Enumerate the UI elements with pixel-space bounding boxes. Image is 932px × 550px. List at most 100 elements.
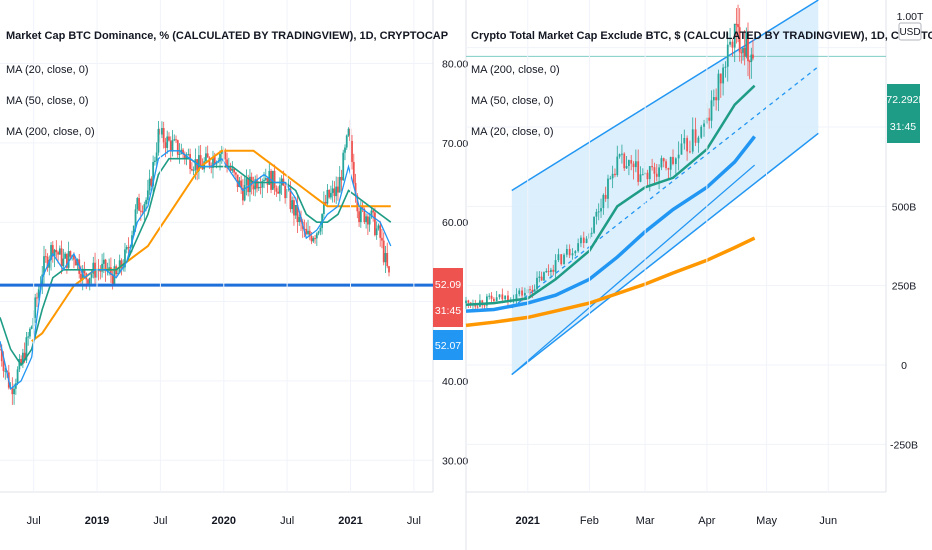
left-candle-body [108,267,111,270]
left-candle-body [243,184,246,201]
left-candle-body [233,168,236,173]
left-candle-body [197,155,200,171]
left-candle-body [245,178,248,185]
regression-channel-lower[interactable] [511,132,819,376]
left-candle-body [104,259,107,272]
left-y-tick-label: 30.00 [442,455,468,467]
left-candle-body [261,181,264,188]
left-candle-body [321,214,324,228]
left-candle-body [312,238,315,242]
left-time-axis[interactable]: Jul 2019 Jul 2020 Jul 2021 Jul [27,0,421,527]
left-candle-body [162,128,165,143]
right-candle-body [560,254,563,265]
right-candle-body [554,260,557,272]
left-candle-body [169,140,172,152]
left-candle-body [117,273,119,275]
right-candle-body [467,300,470,303]
left-candle-body [164,142,167,148]
right-candle-body [748,61,751,63]
currency-button[interactable]: USD [898,22,922,41]
currency-button-label[interactable]: USD [899,27,920,38]
right-x-tick-label: May [756,515,777,527]
right-candle-body [582,237,585,243]
right-x-tick-label: Jun [819,515,837,527]
left-candle-body [379,225,382,238]
right-y-tick-label: -250B [890,439,918,451]
left-candle-body [192,169,195,171]
left-candle-body [187,154,190,156]
left-candle-body [287,188,290,190]
left-candle-body [372,210,375,213]
right-candle-body [737,24,739,28]
left-candle-body [271,170,274,190]
right-candle-body [568,248,571,256]
right-candle-body [710,100,713,121]
left-candle-body [226,159,228,168]
right-candle-body [545,271,548,273]
left-candle-body [74,259,77,266]
left-candle-body [256,179,258,189]
right-candle-body [703,123,705,127]
left-candle-body [109,267,112,275]
left-candle-body [148,178,151,191]
right-candle-body [495,297,498,302]
left-study-label: MA (20, close, 0) [6,64,89,76]
left-chart-panel[interactable]: 80.00 70.00 60.00 40.00 30.00 Jul 2019 Jul 2020… [0,0,468,527]
left-ma200-line [31,149,391,342]
right-candle-body [634,161,637,168]
left-candle-body [11,387,14,395]
left-candle-body [257,186,260,189]
right-candle-body [504,295,507,300]
left-candle-body [317,231,320,234]
left-candle-body [136,198,139,210]
left-candle-body [113,266,116,285]
right-candle-body [630,160,633,164]
left-candle-body [145,199,147,205]
right-candle-body [574,251,577,254]
left-candle-body [34,297,37,318]
left-candle-body [298,216,301,223]
left-candle-body [178,153,181,155]
right-candle-body [515,294,518,300]
left-candle-body [266,178,269,185]
right-last-price-tag [887,84,920,143]
regression-channel-center[interactable] [511,66,819,309]
left-candle-body [171,140,174,152]
left-candle-body [227,167,230,169]
left-candle-body [307,230,309,235]
right-candle-body [498,294,501,298]
right-candle-body [653,167,656,174]
left-candle-body [284,185,287,199]
right-candle-body [641,174,644,176]
left-candle-body [381,237,383,241]
currency-button-box[interactable] [898,22,922,41]
left-candle-body [294,204,297,216]
left-candle-body [0,349,3,362]
left-price-axis[interactable]: 80.00 70.00 60.00 40.00 30.00 [442,58,468,467]
regression-channel-upper[interactable] [511,0,819,192]
left-candle-body [345,135,348,148]
left-candle-body [224,151,227,160]
right-candle-body [616,156,619,176]
left-candle-body [374,212,376,236]
left-hline-value: 52.07 [435,340,461,352]
left-candle-body [365,216,368,223]
right-candle-body [488,295,491,297]
left-candle-body [289,188,292,210]
left-price-tag: 52.09 31:45 52.07 [433,268,463,360]
right-price-axis[interactable]: 750B500B250B0-250B [890,122,918,451]
left-countdown: 31:45 [435,305,461,317]
left-candle-body [16,369,19,384]
left-candle-body [322,201,325,215]
right-candle-body [662,158,665,162]
right-candle-body [486,296,488,306]
left-candle-body [319,227,322,232]
right-candle-body [665,161,667,169]
left-candle-body [212,156,214,168]
right-candle-body [660,158,663,168]
left-x-tick-label: Jul [280,515,294,527]
right-time-axis[interactable]: 2021 Feb Mar Apr May Jun [515,0,837,527]
left-candle-body [37,289,40,298]
